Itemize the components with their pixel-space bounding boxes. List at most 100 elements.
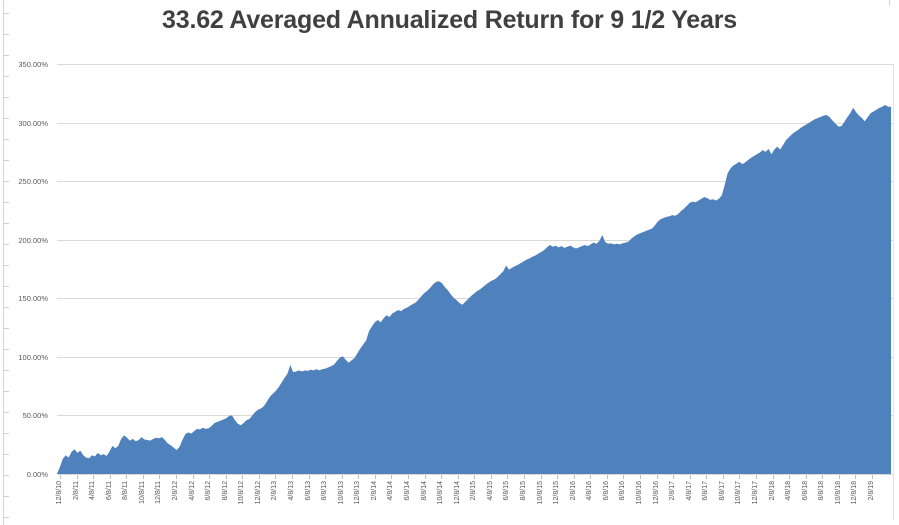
x-axis-tick xyxy=(159,475,161,479)
x-axis-tick xyxy=(855,475,857,479)
y-axis-label: 50.00% xyxy=(22,411,48,421)
x-axis-label: 10/8/15 xyxy=(536,481,544,505)
x-axis-label: 12/8/12 xyxy=(254,481,262,505)
x-axis-label: 4/8/16 xyxy=(586,481,594,501)
x-axis-label: 8/8/17 xyxy=(718,481,726,501)
x-axis-tick xyxy=(126,475,128,479)
x-axis-tick xyxy=(573,475,575,479)
x-axis-label: 10/8/13 xyxy=(337,481,345,505)
x-axis-tick xyxy=(407,475,409,479)
y-axis-label: 350.00% xyxy=(18,60,48,69)
x-axis-label: 2/8/14 xyxy=(370,481,378,501)
x-axis-tick xyxy=(209,475,211,479)
x-axis-label: 12/8/13 xyxy=(354,481,362,505)
x-axis-tick xyxy=(424,475,426,479)
x-axis-label: 8/8/12 xyxy=(221,481,229,501)
x-axis-label: 12/8/18 xyxy=(851,481,859,505)
x-axis-label: 4/8/18 xyxy=(785,481,793,501)
worksheet-row-ticks xyxy=(3,13,9,525)
x-axis-label: 8/8/14 xyxy=(420,481,428,501)
x-axis-tick xyxy=(739,475,741,479)
x-axis-label: 4/8/17 xyxy=(685,481,693,501)
x-axis-tick xyxy=(341,475,343,479)
x-axis-tick xyxy=(225,475,227,479)
x-axis-tick xyxy=(490,475,492,479)
x-axis-tick xyxy=(805,475,807,479)
x-axis-tick xyxy=(291,475,293,479)
x-axis-label: 6/8/17 xyxy=(702,481,710,501)
x-axis-tick xyxy=(689,475,691,479)
x-axis-label: 2/8/16 xyxy=(569,481,577,501)
y-axis-label: 200.00% xyxy=(18,235,48,245)
x-axis-tick xyxy=(639,475,641,479)
x-axis-tick xyxy=(656,475,658,479)
x-axis-label: 12/8/14 xyxy=(453,481,461,505)
x-axis-tick xyxy=(673,475,675,479)
x-axis-tick xyxy=(391,475,393,479)
x-axis-tick xyxy=(838,475,840,479)
y-axis-label: 250.00% xyxy=(18,177,48,187)
x-axis-label: 6/8/18 xyxy=(801,481,809,501)
x-axis-label: 4/8/13 xyxy=(287,481,295,501)
y-axis-label: 150.00% xyxy=(18,294,48,304)
x-axis-tick xyxy=(474,475,476,479)
x-axis-label: 2/8/12 xyxy=(171,481,179,501)
x-axis-label: 12/8/15 xyxy=(553,481,561,505)
x-axis-label: 2/8/18 xyxy=(768,481,776,501)
gridline-200.00% xyxy=(57,239,893,241)
x-axis-tick xyxy=(308,475,310,479)
x-axis-label: 8/8/15 xyxy=(519,481,527,501)
y-axis-label: 0.00% xyxy=(26,470,48,479)
x-axis-label: 10/8/18 xyxy=(834,481,842,505)
x-axis-tick xyxy=(789,475,791,479)
x-axis-tick xyxy=(441,475,443,479)
x-axis-label: 8/8/13 xyxy=(321,481,329,501)
x-axis-tick xyxy=(109,475,111,479)
x-axis-tick xyxy=(60,475,61,479)
y-axis-label: 300.00% xyxy=(18,118,48,128)
x-axis-label: 4/8/11 xyxy=(89,481,97,500)
x-axis-tick xyxy=(871,475,873,479)
x-axis-tick xyxy=(275,475,277,479)
x-axis-tick xyxy=(242,475,244,479)
x-axis-label: 10/8/16 xyxy=(635,481,643,505)
worksheet-column-tick xyxy=(889,0,890,6)
x-axis-label: 2/8/19 xyxy=(867,481,875,501)
x-axis-tick xyxy=(507,475,509,479)
x-axis-label: 4/8/15 xyxy=(486,481,494,501)
x-axis-tick xyxy=(358,475,360,479)
x-axis-label: 8/8/18 xyxy=(818,481,826,501)
x-axis-label: 10/8/14 xyxy=(437,481,445,505)
x-axis-label: 6/8/15 xyxy=(503,481,511,501)
x-axis-label: 6/8/13 xyxy=(304,481,312,501)
x-axis-label: 10/8/11 xyxy=(138,481,146,504)
x-axis-tick xyxy=(457,475,459,479)
gridline-250.00% xyxy=(57,181,893,183)
x-axis-tick xyxy=(822,475,824,479)
x-axis-label: 6/8/16 xyxy=(602,481,610,501)
x-axis-label: 8/8/11 xyxy=(122,481,130,500)
x-axis-tick xyxy=(175,475,177,479)
x-axis-label: 12/8/11 xyxy=(155,481,163,504)
x-axis-label: 6/8/11 xyxy=(105,481,113,500)
x-axis-label: 2/8/15 xyxy=(470,481,478,501)
x-axis-tick xyxy=(325,475,327,479)
x-axis-tick xyxy=(606,475,608,479)
x-axis-tick xyxy=(772,475,774,479)
x-axis-label: 2/8/11 xyxy=(72,481,80,500)
x-axis-label: 2/8/17 xyxy=(669,481,677,501)
x-axis-tick xyxy=(192,475,194,479)
x-axis-label: 12/8/16 xyxy=(652,481,660,505)
area-series-cumulative-return xyxy=(57,105,891,474)
x-axis-label: 12/8/17 xyxy=(751,481,759,505)
x-axis-label: 6/8/12 xyxy=(205,481,213,501)
x-axis-label: 10/8/12 xyxy=(238,481,246,505)
x-axis-tick xyxy=(590,475,592,479)
gridline-0.00% xyxy=(57,474,893,475)
y-axis-label: 100.00% xyxy=(18,352,48,362)
plot-right-border xyxy=(893,64,894,520)
gridline-300.00% xyxy=(57,122,893,124)
x-axis-tick xyxy=(706,475,708,479)
